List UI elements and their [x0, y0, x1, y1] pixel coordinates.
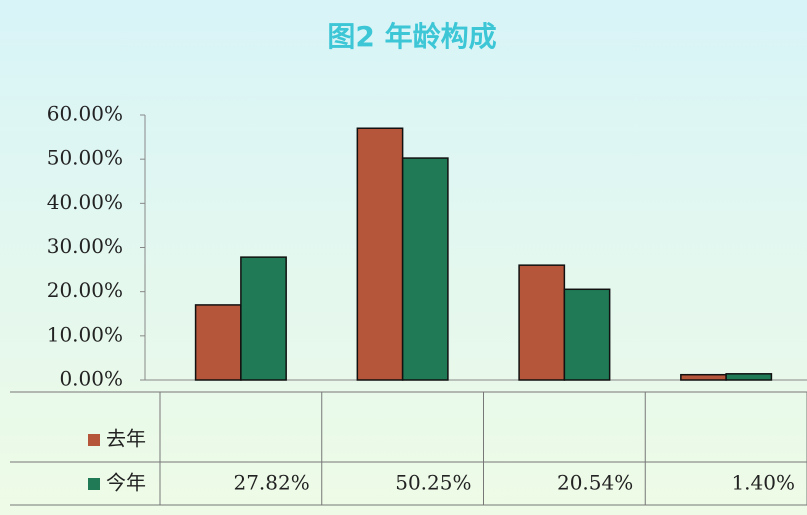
legend-label: 去年 [106, 427, 146, 451]
table-value: 20.54% [557, 471, 633, 495]
bar [680, 373, 727, 381]
bar [194, 304, 242, 381]
y-tick-label: 0.00% [59, 367, 123, 391]
legend-swatch [88, 434, 100, 446]
bar [356, 127, 404, 381]
y-tick-label: 30.00% [47, 234, 123, 258]
bar [518, 264, 566, 381]
bar [240, 256, 287, 381]
chart-title: 图2 年龄构成 [327, 20, 496, 53]
table-value: 27.82% [233, 471, 309, 495]
bar [563, 288, 611, 381]
table-value: 50.25% [395, 471, 471, 495]
legend-label: 今年 [106, 471, 146, 495]
bar [401, 157, 449, 381]
y-tick-label: 60.00% [47, 102, 123, 126]
y-tick-label: 10.00% [47, 322, 123, 346]
bar [725, 373, 773, 381]
table-value: 1.40% [731, 471, 795, 495]
y-tick-label: 40.00% [47, 190, 123, 214]
y-tick-label: 20.00% [47, 278, 123, 302]
legend-swatch [88, 478, 100, 490]
y-tick-label: 50.00% [47, 146, 123, 170]
